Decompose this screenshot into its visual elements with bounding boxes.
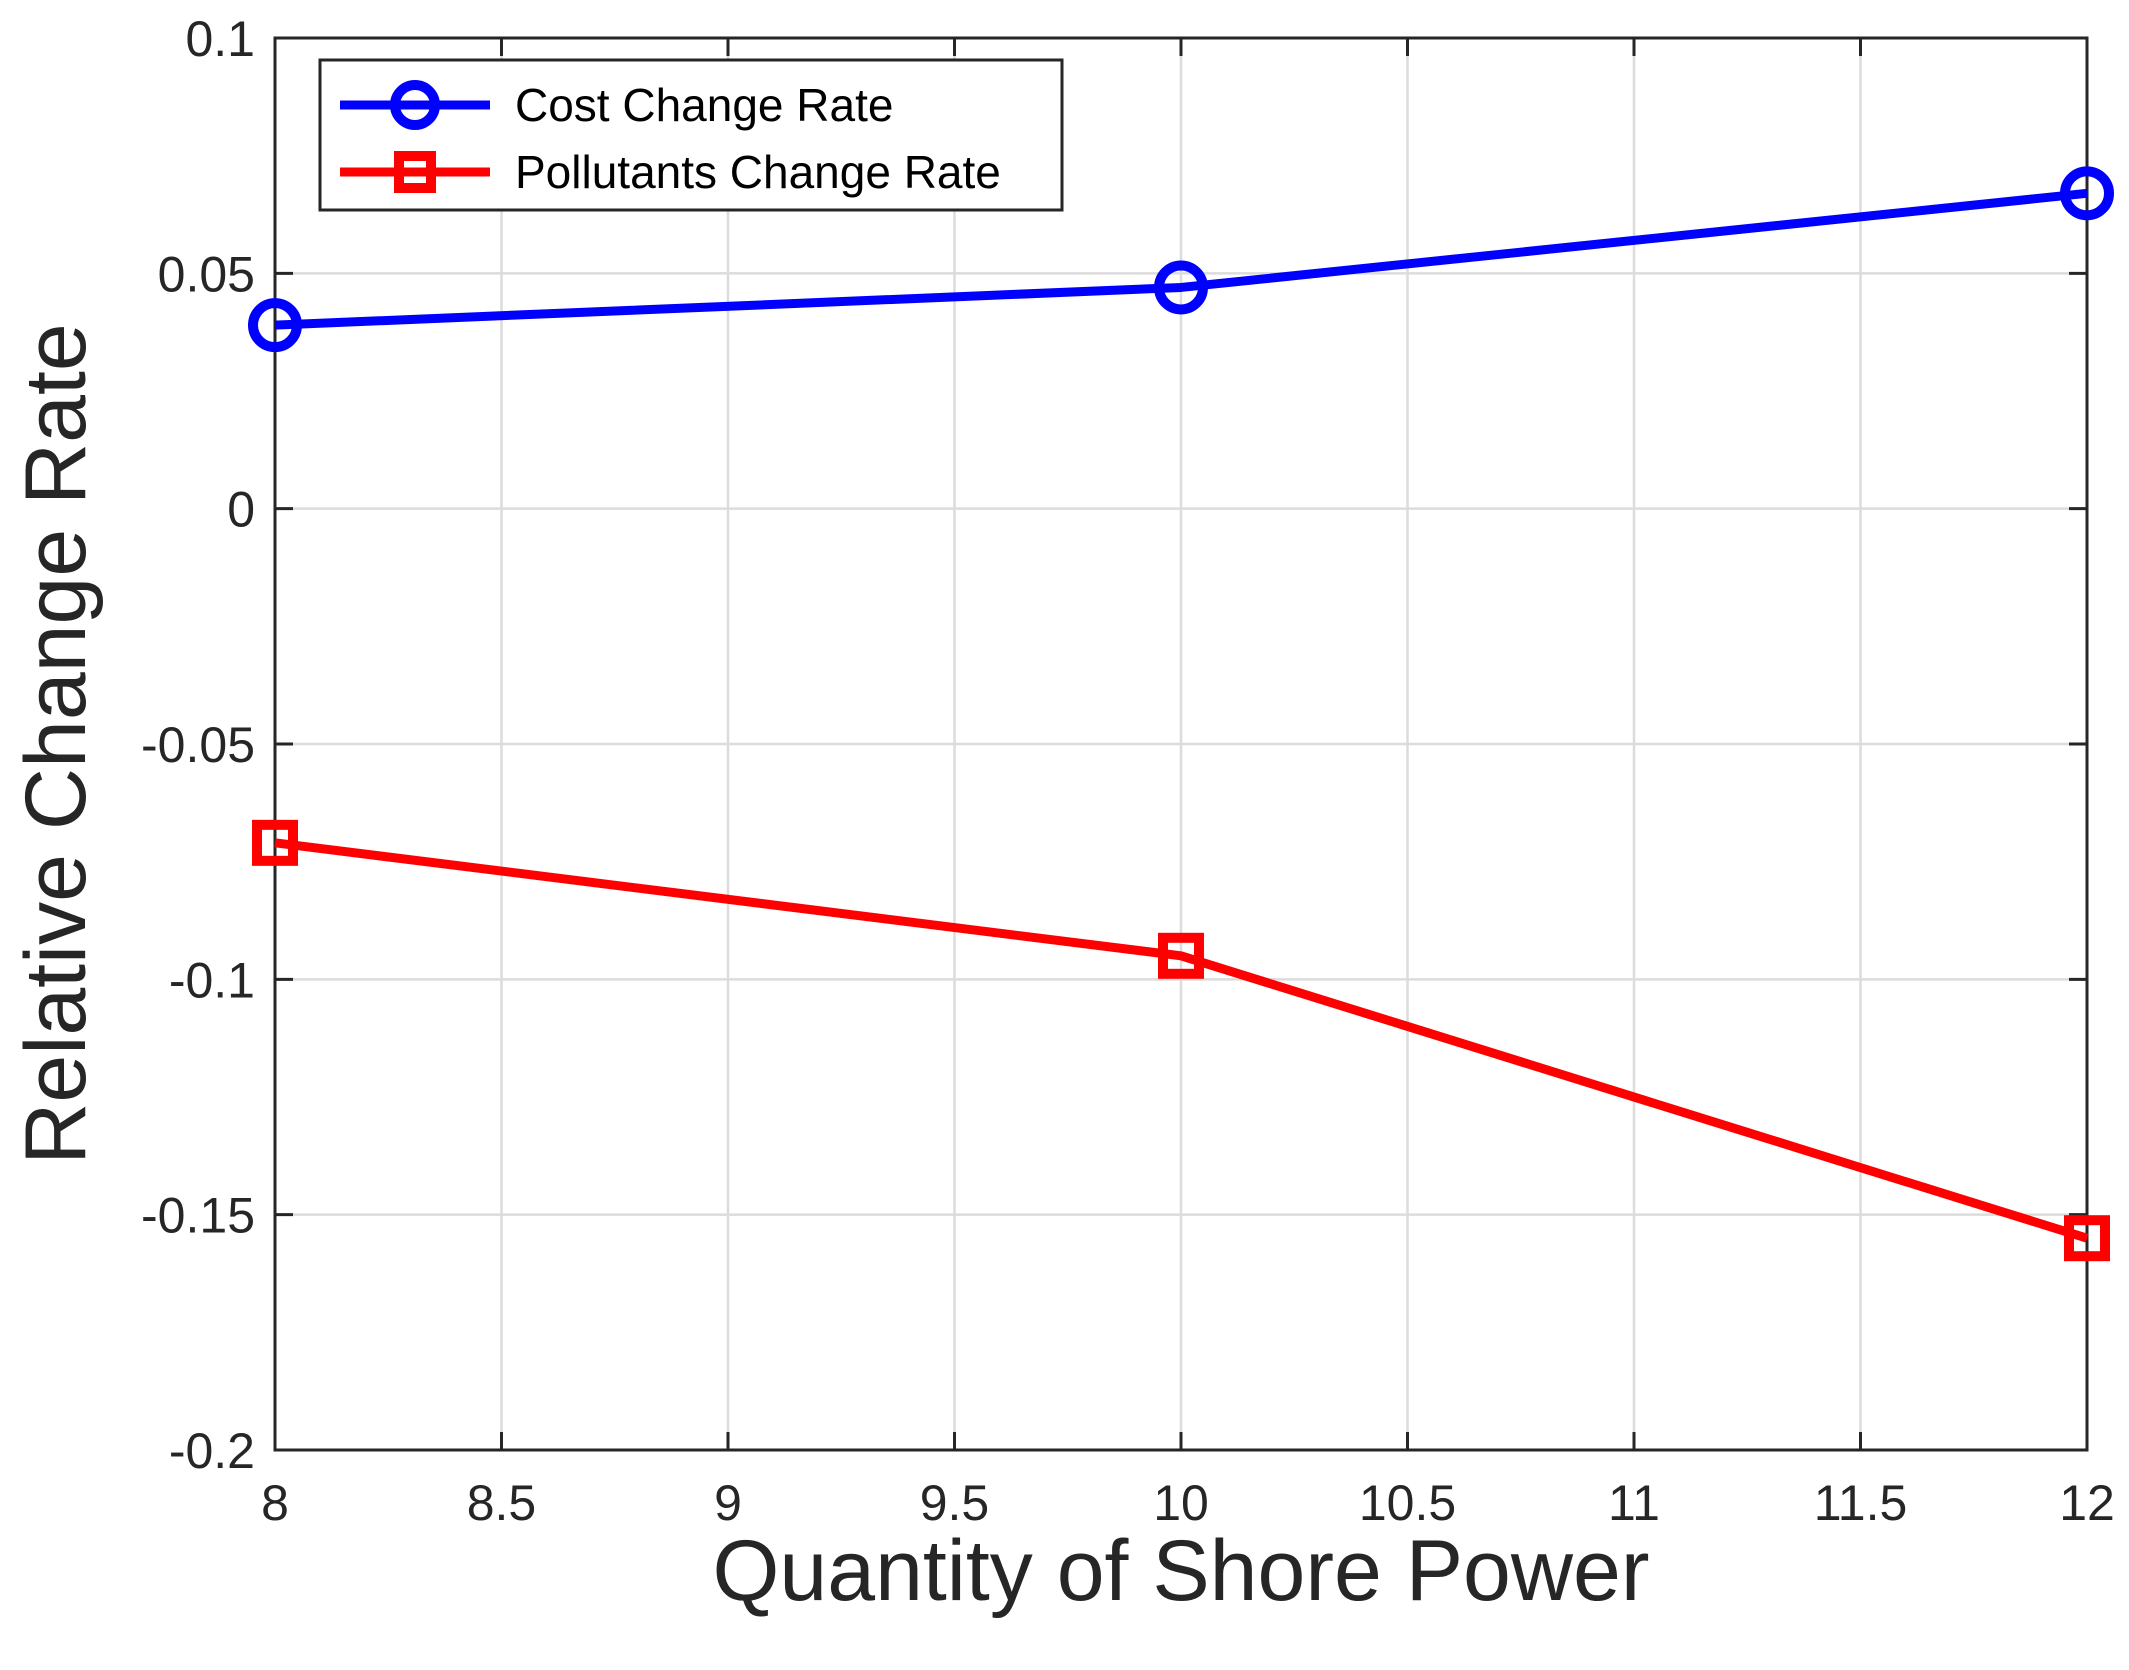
cost-point	[2060, 166, 2114, 221]
series-line-cost	[274, 188, 2088, 330]
cost-point	[1154, 260, 1208, 315]
y-tick-label: 0.05	[158, 246, 255, 302]
y-axis-title: Relative Change Rate	[8, 323, 104, 1164]
x-axis-title: Quantity of Shore Power	[713, 1523, 1650, 1619]
cost-point	[248, 298, 302, 353]
x-tick-label: 9.5	[920, 1475, 990, 1531]
legend: Cost Change Rate Pollutants Change Rate	[318, 58, 1064, 212]
ticks: 8 8.5 9 9.5 10 10.5 11 11.5 12 0.1 0.05 0 -0.05 -0.1 -…	[141, 11, 2115, 1531]
pollutants-point	[1158, 932, 1204, 979]
legend-swatch-marker	[390, 80, 440, 130]
x-tick-label: 8.5	[467, 1475, 537, 1531]
x-tick-label: 10.5	[1359, 1475, 1456, 1531]
pollutants-point	[2064, 1215, 2110, 1262]
legend-swatch-marker	[394, 151, 436, 193]
x-tick-label: 9	[714, 1475, 742, 1531]
y-tick-label: -0.2	[169, 1423, 255, 1479]
series	[248, 166, 2114, 1262]
y-tick-label: -0.05	[141, 717, 255, 773]
x-tick-label: 8	[261, 1475, 289, 1531]
x-tick-label: 12	[2059, 1475, 2115, 1531]
y-tick-label: 0	[227, 482, 255, 538]
legend-label: Cost Change Rate	[515, 79, 893, 131]
y-tick-label: 0.1	[185, 11, 255, 67]
x-tick-label: 11.5	[1814, 1475, 1908, 1531]
pollutants-point	[252, 819, 298, 866]
y-tick-label: -0.1	[169, 952, 255, 1008]
legend-label: Pollutants Change Rate	[515, 146, 1001, 198]
grid	[275, 38, 2087, 1450]
legend-box	[318, 58, 1064, 212]
x-tick-label: 11	[1608, 1475, 1660, 1531]
y-tick-label: -0.15	[141, 1188, 255, 1244]
x-tick-label: 10	[1153, 1475, 1209, 1531]
series-line-pollutants	[274, 838, 2089, 1243]
